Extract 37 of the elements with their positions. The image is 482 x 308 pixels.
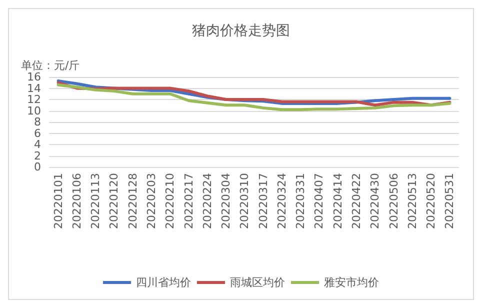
legend-label: 四川省均价 [136,276,191,289]
x-tick-label: 20220520 [424,173,438,229]
x-tick-label: 20220317 [256,173,270,229]
x-tick-label: 20220331 [294,173,308,229]
legend-label: 雅安市均价 [324,276,379,289]
x-tick-label: 20220304 [220,173,233,229]
x-tick-label: 20220113 [89,173,102,229]
x-tick-label: 20220422 [350,173,363,229]
x-tick-label: 20220128 [126,173,140,229]
y-tick-label: 2 [34,149,41,162]
x-tick-label: 20220324 [275,173,288,229]
x-tick-label: 20220407 [312,173,326,229]
line-series [56,83,452,112]
x-tick-label: 20220106 [70,173,84,229]
y-tick-label: 12 [27,93,41,106]
x-tick-label: 20220513 [406,173,419,229]
y-tick-label: 10 [27,104,41,118]
y-tick-label: 8 [34,116,41,128]
y-axis-title: 单位：元/斤 [21,59,80,72]
x-tick-label: 20220224 [200,173,214,229]
legend-label: 雨城区均价 [230,276,285,289]
x-tick-label: 20220203 [145,173,158,229]
y-tick-label: 6 [34,126,41,140]
x-tick-label: 20220506 [387,173,400,229]
x-tick-label: 20220310 [238,173,252,229]
x-tick-label: 20220414 [331,173,344,229]
y-tick-label: 0 [34,160,41,174]
x-tick-label: 20220101 [52,173,65,229]
x-tick-label: 20220120 [108,173,121,229]
y-tick-label: 16 [27,70,41,84]
x-tick-label: 20220210 [164,173,177,229]
chart-title: 猪肉价格走势图 [192,23,290,39]
x-tick-label: 20220217 [182,173,196,229]
y-tick-label: 14 [27,82,41,95]
x-tick-label: 20220531 [443,173,456,229]
x-tick-label: 20220430 [368,173,382,229]
y-tick-label: 4 [34,138,41,151]
